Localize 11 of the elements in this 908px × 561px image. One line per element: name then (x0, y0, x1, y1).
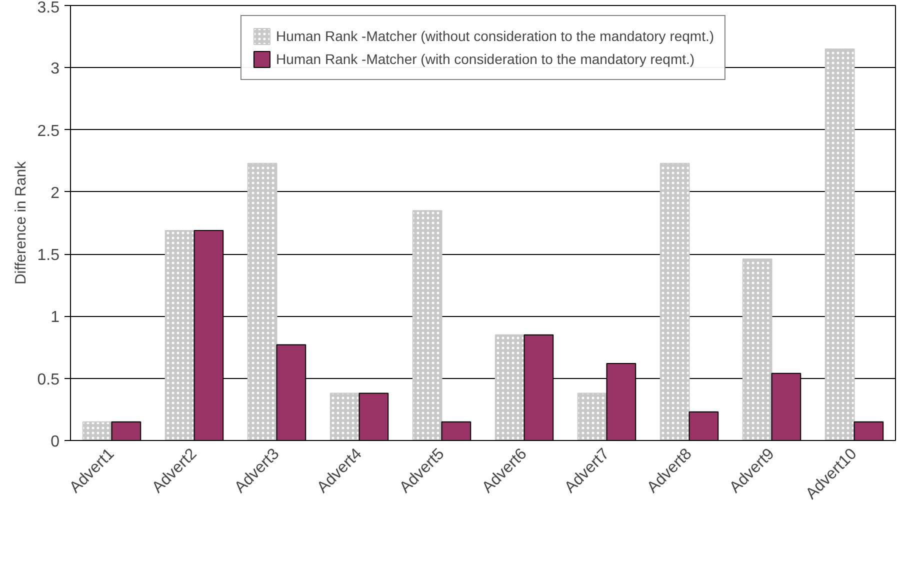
legend-label: Human Rank -Matcher (without consideration to the mandatory reqmt.) (276, 28, 714, 44)
y-tick-label: 0.5 (37, 371, 60, 388)
y-tick-label: 3.5 (37, 0, 60, 16)
y-tick-label: 3 (50, 60, 60, 78)
y-tick-label: 1.5 (37, 247, 60, 264)
y-tick-label: 2 (50, 184, 60, 202)
legend-label: Human Rank -Matcher (with consideration to the mandatory reqmt.) (276, 51, 695, 67)
y-axis-title: Difference in Rank (12, 160, 30, 285)
y-tick-label: 2.5 (37, 122, 60, 140)
y-tick-label: 0 (50, 434, 60, 450)
y-tick-label: 1 (50, 309, 60, 326)
